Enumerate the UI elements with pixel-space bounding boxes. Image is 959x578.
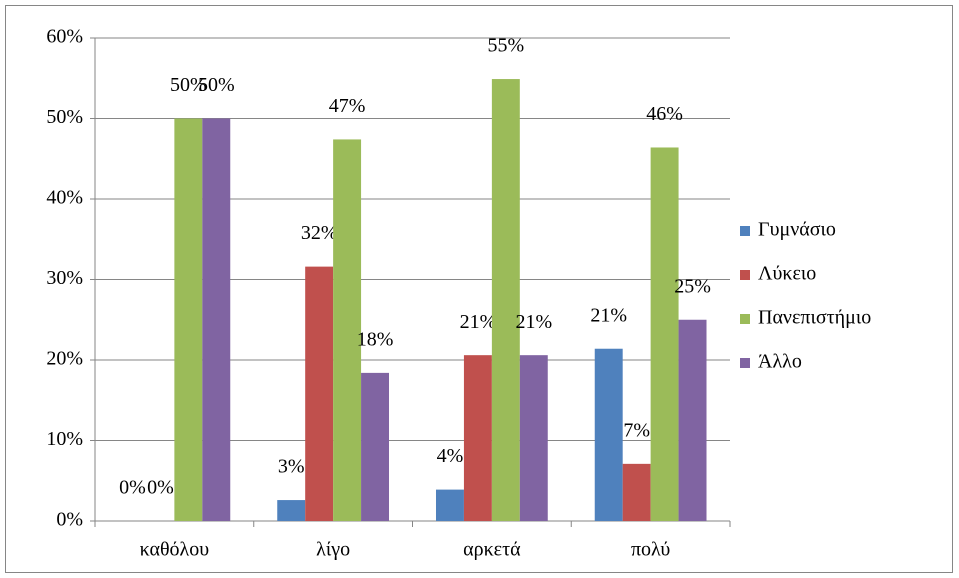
data-label: 21% [590, 304, 627, 326]
y-tick-label: 30% [46, 267, 83, 289]
data-label: 50% [198, 74, 235, 96]
legend-swatch [740, 358, 750, 368]
data-label: 7% [623, 419, 650, 441]
bar [678, 319, 707, 521]
data-label: 55% [488, 35, 525, 57]
bar [174, 118, 203, 521]
bar [519, 355, 548, 521]
legend-label: Γυμνάσιο [758, 219, 836, 241]
legend-label: Λύκειο [758, 263, 816, 285]
y-tick-label: 0% [56, 509, 83, 531]
bar [361, 372, 390, 521]
bar [202, 118, 231, 521]
y-tick-label: 50% [46, 106, 83, 128]
bar [277, 500, 306, 521]
y-tick-label: 40% [46, 187, 83, 209]
bar [333, 139, 362, 521]
legend-swatch [740, 314, 750, 324]
bar [622, 463, 651, 521]
x-tick-label: αρκετά [463, 539, 521, 561]
data-label: 4% [437, 445, 464, 467]
legend-swatch [740, 226, 750, 236]
data-label: 47% [329, 95, 366, 117]
data-label: 21% [515, 311, 552, 333]
bar [435, 489, 464, 521]
data-label: 3% [278, 456, 305, 478]
data-label: 18% [357, 328, 394, 350]
legend-label: Πανεπιστήμιο [758, 307, 871, 329]
data-label: 0% [147, 477, 174, 499]
x-tick-label: πολύ [631, 539, 670, 561]
x-tick-label: καθόλου [140, 539, 210, 561]
y-tick-label: 60% [46, 26, 83, 48]
bar [491, 79, 520, 522]
x-tick-label: λίγο [316, 539, 350, 561]
legend-swatch [740, 270, 750, 280]
data-label: 46% [646, 103, 683, 125]
legend-label: Άλλο [758, 351, 802, 373]
data-label: 32% [301, 222, 338, 244]
bar [463, 355, 492, 521]
bar [594, 348, 623, 521]
y-tick-label: 10% [46, 428, 83, 450]
data-label: 0% [119, 477, 146, 499]
bar [305, 266, 334, 521]
bar [650, 147, 679, 522]
data-label: 21% [460, 311, 497, 333]
data-label: 25% [674, 275, 711, 297]
y-tick-label: 20% [46, 348, 83, 370]
data-label: 50% [170, 74, 207, 96]
